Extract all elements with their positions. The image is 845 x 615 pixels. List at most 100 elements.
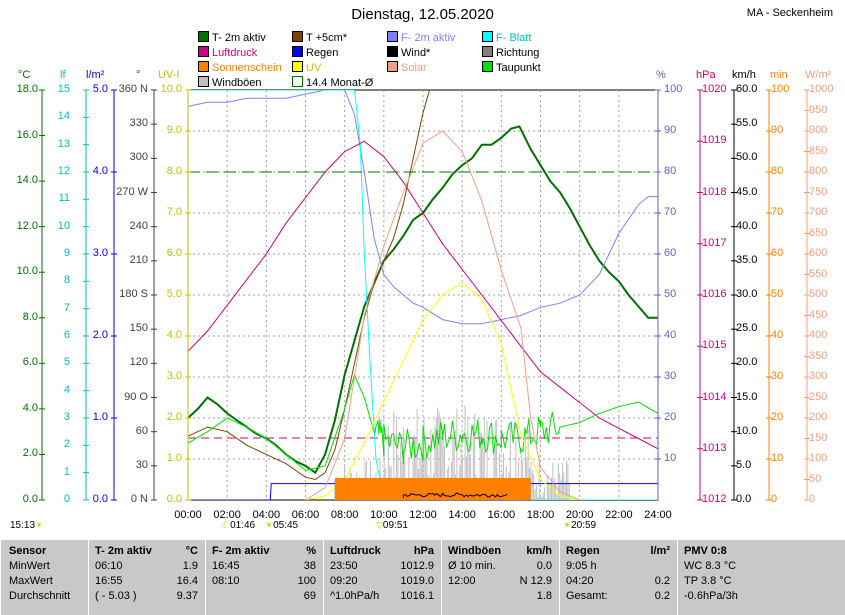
y-tick-temp: 2.0 (22, 447, 38, 460)
event-marker: ☾01:46 (222, 520, 256, 531)
legend-item: Regen (292, 46, 338, 59)
event-marker: ☀20:59 (563, 520, 597, 531)
y-tick-solar: 250 (809, 390, 828, 403)
y-tick-uv: 7.0 (166, 206, 182, 218)
y-tick-uv: 6.0 (166, 247, 182, 259)
y-tick-hum: 50 (664, 288, 677, 300)
legend-swatch (482, 61, 493, 72)
legend-item: Windböen (198, 76, 262, 89)
y-tick-humidity_leaf: 8 (63, 274, 70, 287)
y-tick-direction: 270 W (116, 185, 148, 198)
table-cell-value: 9.37 (176, 590, 198, 602)
table-column: PMV 0:8 WC 8.3 °C TP 3.8 °C -0.6hPa/3h (677, 540, 796, 615)
legend-item: Wind* (387, 46, 430, 59)
y-tick-humidity_leaf: 5 (63, 356, 70, 369)
y-tick-humidity_leaf: 10 (57, 219, 70, 232)
y-tick-humidity_leaf: 6 (63, 329, 70, 341)
y-tick-pressure: 1017 (702, 236, 727, 249)
y-tick-humidity_leaf: 2 (63, 438, 70, 451)
table-cell-value: 38 (303, 560, 316, 572)
y-tick-solar: 700 (809, 206, 828, 218)
y-tick-sunmin: 30 (771, 370, 784, 382)
legend-item: T- 2m aktiv (198, 31, 266, 44)
y-tick-humidity_leaf: 11 (58, 192, 70, 205)
y-tick-direction: 330 (129, 117, 148, 130)
table-header: T- 2m aktiv °C (89, 544, 206, 559)
y-tick-hum: 80 (664, 165, 677, 177)
table-cell-label: 9:05 h (566, 560, 597, 572)
table-cell-label: T- 2m aktiv (95, 545, 152, 557)
y-tick-pressure: 1014 (702, 390, 727, 403)
legend-label: Wind* (401, 47, 431, 59)
y-tick-uv: 4.0 (166, 329, 182, 341)
table-cell-value: l/m² (650, 545, 670, 557)
table-column: Regen l/m² 9:05 h 04:20 0.2 Gesamt: 0.2 (559, 540, 678, 615)
table-cell-label: ^1.0hPa/h (330, 590, 380, 602)
y-tick-solar: 900 (809, 124, 828, 136)
y-tick-rain: 3.0 (92, 247, 108, 259)
y-tick-hum: 90 (664, 124, 677, 136)
axis-unit-solar: W/m² (805, 69, 832, 81)
y-tick-wind: 55.0 (736, 117, 758, 130)
y-tick-solar: 450 (809, 308, 828, 321)
y-tick-humidity_leaf: 12 (57, 165, 70, 177)
axis-unit-temp: °C (18, 69, 31, 81)
y-tick-solar: 50 (809, 472, 822, 485)
legend-item: Sonnenschein (198, 61, 282, 74)
table-row: TP 3.8 °C (678, 574, 796, 589)
legend-item: F- 2m aktiv (387, 31, 455, 44)
y-tick-pressure: 1018 (702, 185, 727, 198)
table-cell-label: 16:45 (212, 560, 240, 572)
y-tick-pressure: 1012 (702, 493, 727, 505)
legend-swatch (198, 76, 209, 87)
y-tick-humidity_leaf: 4 (63, 383, 70, 396)
table-cell-label: Luftdruck (330, 545, 381, 557)
table-column: Windböen km/h Ø 10 min. 0.0 12:00 N 12.9 1.8 (441, 540, 560, 615)
y-tick-wind: 60.0 (736, 83, 758, 95)
y-tick-uv: 9.0 (166, 124, 182, 136)
y-tick-wind: 35.0 (736, 253, 758, 266)
y-tick-sunmin: 20 (771, 411, 784, 423)
legend-label: Sonnenschein (212, 62, 282, 74)
y-tick-sunmin: 0 (771, 493, 778, 505)
axis-unit-uv: UV-I (158, 69, 180, 81)
y-tick-pressure: 1019 (702, 134, 727, 147)
y-tick-rain: 1.0 (92, 411, 108, 423)
legend-item: F- Blatt (482, 31, 531, 44)
y-tick-hum: 70 (664, 206, 677, 218)
table-row: 16:45 38 (206, 559, 324, 574)
station-name: MA - Seckenheim (746, 7, 833, 19)
y-tick-direction: 360 N (118, 83, 148, 95)
axis-unit-hum: % (656, 69, 666, 81)
legend-swatch (387, 46, 398, 57)
y-tick-hum: 40 (664, 329, 677, 341)
table-column: T- 2m aktiv °C 06:10 1.9 16:55 16.4 ( - 5.03 )… (88, 540, 206, 615)
axis-unit-wind: km/h (732, 69, 756, 81)
y-tick-sunmin: 80 (771, 165, 784, 177)
x-tick-label: 20:00 (565, 509, 594, 521)
y-tick-direction: 300 (129, 151, 148, 164)
legend-swatch (292, 46, 303, 57)
table-cell-label: 08:10 (212, 575, 240, 587)
legend-label: F- Blatt (496, 32, 532, 44)
y-tick-solar: 650 (809, 226, 828, 239)
y-tick-temp: 0.0 (22, 493, 38, 505)
axis-unit-humidity_leaf: lf (60, 69, 66, 81)
y-tick-rain: 4.0 (92, 165, 108, 177)
y-tick-temp: 16.0 (16, 128, 38, 141)
y-tick-temp: 10.0 (16, 265, 38, 278)
table-cell-label: MaxWert (9, 575, 53, 587)
table-row: MaxWert (1, 574, 89, 589)
y-tick-wind: 10.0 (736, 424, 758, 437)
table-cell-value: 69 (303, 590, 316, 602)
y-tick-sunmin: 100 (771, 83, 790, 95)
y-tick-hum: 60 (664, 247, 677, 259)
series-taupunkt (188, 373, 658, 471)
table-cell-label: 04:20 (566, 575, 594, 587)
y-tick-humidity_leaf: 1 (63, 465, 70, 478)
y-tick-solar: 550 (809, 267, 828, 280)
y-tick-wind: 0.0 (736, 493, 752, 505)
table-row: WC 8.3 °C (678, 559, 796, 574)
y-tick-humidity_leaf: 15 (57, 83, 70, 95)
y-tick-direction: 150 (129, 322, 148, 335)
